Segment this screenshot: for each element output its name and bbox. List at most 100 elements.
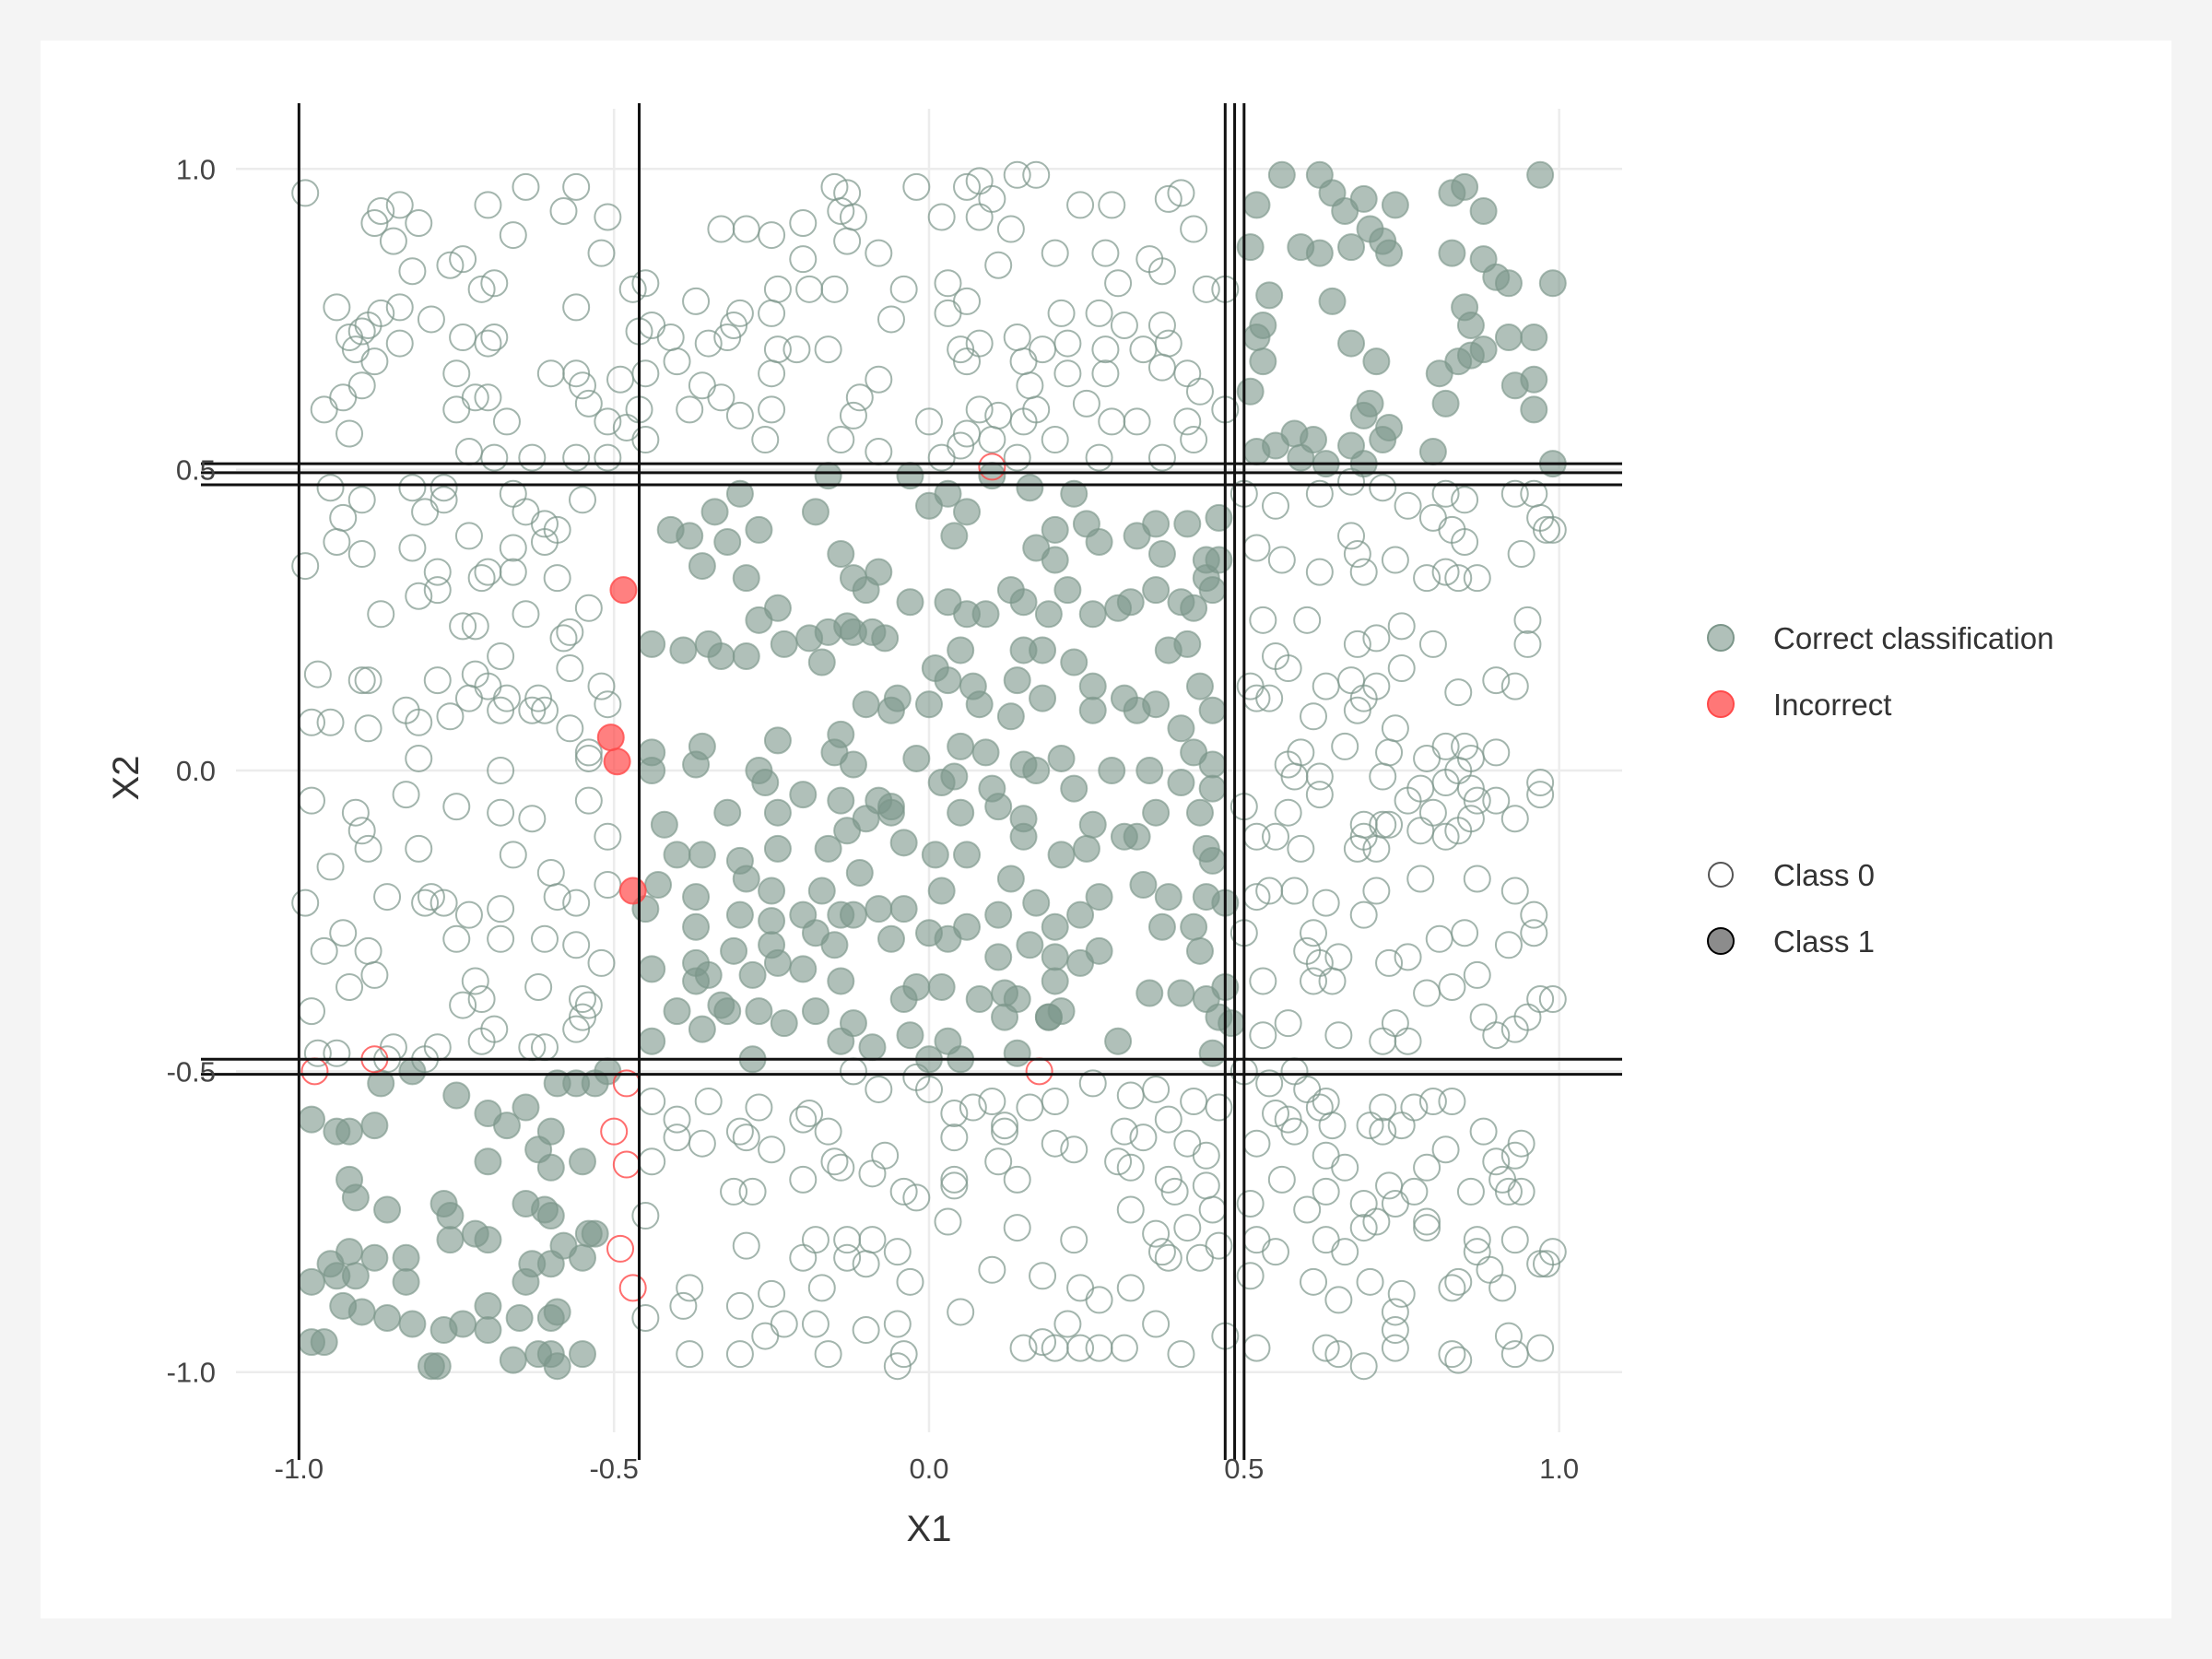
point-class0-correct bbox=[814, 335, 842, 364]
point-class0-correct bbox=[549, 624, 578, 653]
point-class0-correct bbox=[833, 227, 862, 255]
point-class0-correct bbox=[562, 293, 591, 322]
point-class0-correct bbox=[953, 287, 982, 315]
point-class0-correct bbox=[398, 474, 427, 502]
point-class0-correct bbox=[1337, 522, 1366, 550]
point-class0-correct bbox=[1305, 479, 1334, 508]
point-class0-correct bbox=[594, 203, 622, 231]
point-class0-correct bbox=[631, 1303, 660, 1332]
x-tick-label: -0.5 bbox=[589, 1453, 638, 1485]
point-class0-correct bbox=[556, 654, 584, 683]
point-class1-correct bbox=[934, 666, 962, 695]
point-class0-correct bbox=[883, 1310, 912, 1338]
point-class0-correct bbox=[1192, 275, 1220, 303]
point-class0-correct bbox=[1047, 299, 1076, 327]
point-class1-correct bbox=[953, 498, 982, 526]
point-class0-correct bbox=[310, 936, 338, 965]
point-class0-correct bbox=[512, 498, 540, 526]
point-class0-correct bbox=[852, 1316, 880, 1345]
point-class0-correct bbox=[442, 793, 471, 821]
point-class0-correct bbox=[530, 696, 559, 724]
point-class0-correct bbox=[1085, 1334, 1113, 1362]
point-class1-correct bbox=[871, 624, 900, 653]
point-class0-correct bbox=[1293, 1075, 1322, 1103]
point-class0-correct bbox=[329, 383, 358, 412]
point-class0-correct bbox=[814, 1117, 842, 1146]
point-class0-correct bbox=[1324, 943, 1353, 971]
point-class0-correct bbox=[411, 888, 440, 917]
point-class0-correct bbox=[732, 1124, 760, 1152]
point-class0-correct bbox=[1494, 1322, 1523, 1350]
point-class1-correct bbox=[839, 1009, 867, 1038]
point-class1-correct bbox=[915, 491, 943, 520]
point-class0-correct bbox=[499, 558, 527, 586]
point-class0-correct bbox=[423, 666, 452, 695]
point-class0-correct bbox=[1476, 1255, 1504, 1284]
point-class0-correct bbox=[1066, 1334, 1095, 1362]
y-axis-title: X2 bbox=[106, 756, 147, 801]
point-class0-correct bbox=[789, 1243, 818, 1272]
point-class0-correct bbox=[1003, 324, 1031, 352]
point-class1-correct bbox=[1041, 943, 1069, 971]
point-class0-correct bbox=[398, 257, 427, 286]
point-class1-correct bbox=[991, 1003, 1019, 1031]
point-class0-correct bbox=[1110, 311, 1138, 339]
point-class0-correct bbox=[385, 293, 414, 322]
point-class0-correct bbox=[467, 1027, 496, 1055]
point-class0-correct bbox=[1255, 1069, 1284, 1098]
point-class0-correct bbox=[889, 1177, 918, 1206]
point-class0-correct bbox=[1192, 1141, 1220, 1170]
x-tick-label: -1.0 bbox=[275, 1453, 324, 1485]
point-class1-correct bbox=[889, 985, 918, 1014]
point-class0-correct bbox=[562, 931, 591, 959]
point-class0-correct bbox=[530, 924, 559, 953]
point-class1-correct bbox=[1167, 769, 1195, 797]
point-class0-correct bbox=[1500, 1226, 1529, 1254]
point-class0-correct bbox=[1262, 1238, 1289, 1266]
point-class0-correct bbox=[965, 203, 994, 231]
point-class0-correct bbox=[1147, 443, 1176, 472]
point-class0-correct bbox=[429, 888, 458, 917]
point-class0-correct bbox=[984, 401, 1013, 429]
point-class0-correct bbox=[631, 359, 660, 388]
point-class1-correct bbox=[732, 564, 760, 593]
point-class1-correct bbox=[1135, 757, 1164, 784]
point-class1-correct bbox=[713, 798, 742, 827]
point-class0-correct bbox=[587, 239, 616, 267]
point-class0-correct bbox=[947, 431, 975, 460]
point-class0-correct bbox=[1022, 160, 1051, 189]
point-class0-incorrect bbox=[618, 1274, 647, 1302]
point-class0-correct bbox=[1249, 606, 1277, 634]
point-class0-correct bbox=[827, 426, 855, 453]
point-class1-correct bbox=[877, 798, 905, 827]
point-class0-correct bbox=[871, 1141, 900, 1170]
point-class0-correct bbox=[902, 172, 931, 201]
point-class0-correct bbox=[1349, 558, 1378, 586]
point-class1-correct bbox=[1078, 672, 1107, 700]
point-class0-correct bbox=[827, 1153, 855, 1182]
point-class1-correct bbox=[947, 636, 975, 665]
point-class0-correct bbox=[543, 883, 571, 912]
point-class1-correct bbox=[1147, 912, 1176, 941]
point-class1-correct bbox=[1198, 696, 1227, 724]
point-class0-correct bbox=[1418, 629, 1447, 658]
point-class0-correct bbox=[405, 582, 433, 610]
point-class1-correct bbox=[373, 1195, 402, 1224]
point-class0-correct bbox=[1369, 810, 1397, 839]
point-class0-correct bbox=[1482, 786, 1511, 815]
point-class0-correct bbox=[1300, 967, 1328, 995]
point-class0-correct bbox=[732, 215, 760, 243]
point-class0-correct bbox=[1072, 389, 1100, 418]
point-class0-correct bbox=[953, 347, 982, 376]
point-class1-correct bbox=[1066, 948, 1095, 977]
point-class0-correct bbox=[1381, 546, 1409, 574]
point-class0-correct bbox=[1343, 540, 1371, 569]
point-class1-correct bbox=[663, 841, 691, 869]
point-class0-correct bbox=[1324, 1340, 1353, 1369]
point-class0-correct bbox=[1104, 1147, 1133, 1176]
point-class1-correct bbox=[1431, 389, 1460, 418]
point-class0-correct bbox=[480, 269, 509, 298]
point-class1-correct bbox=[1123, 696, 1151, 724]
point-class1-correct bbox=[310, 1328, 338, 1357]
point-class1-correct bbox=[984, 900, 1013, 929]
